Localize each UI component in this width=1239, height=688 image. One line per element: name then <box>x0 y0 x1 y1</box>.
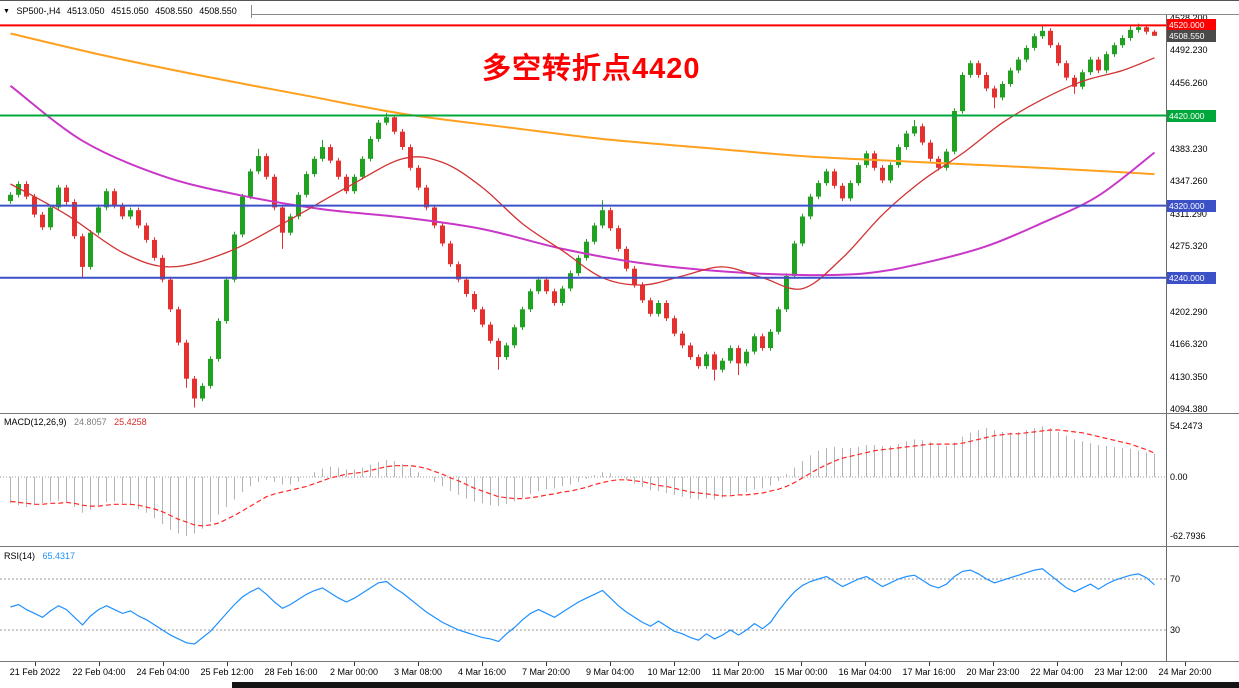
time-axis-tick <box>163 662 164 666</box>
price-axis-label: 4492.230 <box>1170 45 1208 56</box>
time-axis-label: 17 Mar 16:00 <box>902 667 956 677</box>
time-axis-tick <box>35 662 36 666</box>
time-axis-tick <box>1121 662 1122 666</box>
price-badge: 4508.550 <box>1167 30 1216 42</box>
time-axis-label: 24 Mar 20:00 <box>1158 667 1212 677</box>
rsi-panel-label: RSI(14) 65.4317 <box>4 551 80 561</box>
ohlc-low: 4508.550 <box>155 6 193 16</box>
time-axis-tick <box>227 662 228 666</box>
price-badge: 4520.000 <box>1167 19 1216 31</box>
chart-header: ▼ SP500-,H4 4513.050 4515.050 4508.550 4… <box>0 1 1239 18</box>
price-badge: 4320.000 <box>1167 200 1216 212</box>
time-axis-tick <box>482 662 483 666</box>
chart-symbol-period: SP500-,H4 <box>16 6 61 16</box>
price-axis-label: 4456.260 <box>1170 77 1208 88</box>
time-axis-label: 22 Mar 04:00 <box>1030 667 1084 677</box>
time-axis-tick <box>865 662 866 666</box>
time-axis-tick <box>1185 662 1186 666</box>
price-axis-label: 4094.380 <box>1170 404 1208 414</box>
time-axis-tick <box>99 662 100 666</box>
bottom-bar <box>232 682 1239 688</box>
time-axis-label: 7 Mar 20:00 <box>521 667 571 677</box>
time-axis-label: 20 Mar 23:00 <box>966 667 1020 677</box>
time-axis-tick <box>929 662 930 666</box>
time-axis-label: 22 Feb 04:00 <box>72 667 126 677</box>
macd-histogram <box>10 426 1155 536</box>
ohlc-open: 4513.050 <box>67 6 105 16</box>
time-axis-tick <box>801 662 802 666</box>
rsi-line <box>10 568 1155 645</box>
time-axis-label: 2 Mar 00:00 <box>329 667 379 677</box>
time-axis-tick <box>993 662 994 666</box>
time-axis[interactable]: 21 Feb 2022 22 Feb 04:00 24 Feb 04:00 25 Fe… <box>0 662 1239 682</box>
rsi-value: 65.4317 <box>42 551 76 561</box>
rsi-axis-label: 70 <box>1170 574 1181 584</box>
macd-label: MACD(12,26,9) <box>4 417 67 427</box>
price-axis-label: 4311.290 <box>1170 208 1207 219</box>
time-axis-tick <box>354 662 355 666</box>
price-axis[interactable]: 4528.200 4492.230 4456.260 4383.230 4347.260… <box>1166 1 1239 682</box>
time-axis-tick <box>546 662 547 666</box>
price-axis-label: 4347.260 <box>1170 176 1208 187</box>
price-badge: 4420.000 <box>1167 110 1216 122</box>
macd-signal-line <box>10 429 1155 527</box>
rsi-label: RSI(14) <box>4 551 36 561</box>
symbol-dropdown-icon[interactable]: ▼ <box>3 8 10 15</box>
annotation-text[interactable]: 多空转折点4420 <box>482 53 701 85</box>
time-axis-label: 16 Mar 04:00 <box>838 667 892 677</box>
time-axis-label: 9 Mar 04:00 <box>585 667 635 677</box>
price-axis-label: 4383.230 <box>1170 143 1208 154</box>
time-axis-label: 3 Mar 08:00 <box>393 667 443 677</box>
time-axis-label: 25 Feb 12:00 <box>200 667 254 677</box>
time-axis-tick <box>610 662 611 666</box>
ohlc-high: 4515.050 <box>111 6 149 16</box>
price-axis-label: 4202.290 <box>1170 306 1208 317</box>
macd-axis-label: 54.2473 <box>1170 421 1203 431</box>
time-axis-label: 23 Mar 12:00 <box>1094 667 1148 677</box>
time-axis-label: 10 Mar 12:00 <box>647 667 701 677</box>
time-axis-tick <box>1057 662 1058 666</box>
time-axis-label: 21 Feb 2022 <box>9 667 61 677</box>
macd-panel-label: MACD(12,26,9) 24.8057 25.4258 <box>4 417 152 427</box>
ma-fast <box>10 57 1155 290</box>
time-axis-label: 11 Mar 20:00 <box>711 667 765 677</box>
macd-value-signal: 25.4258 <box>114 417 147 427</box>
rsi-axis-label: 30 <box>1170 625 1181 635</box>
time-axis-label: 15 Mar 00:00 <box>774 667 828 677</box>
price-axis-label: 4275.320 <box>1170 240 1208 251</box>
time-axis-label: 24 Feb 04:00 <box>136 667 190 677</box>
time-axis-tick <box>418 662 419 666</box>
time-axis-label: 28 Feb 16:00 <box>264 667 318 677</box>
price-axis-label: 4166.320 <box>1170 339 1208 350</box>
time-axis-tick <box>291 662 292 666</box>
separator-main-macd[interactable] <box>0 413 1239 414</box>
time-axis-tick <box>674 662 675 666</box>
ohlc-close: 4508.550 <box>199 6 237 16</box>
macd-axis-label: -62.7936 <box>1170 531 1206 542</box>
ma-medium <box>9 85 1156 277</box>
chart-canvas[interactable] <box>0 1 1166 682</box>
macd-axis-label: 0.00 <box>1170 472 1188 482</box>
separator-macd-rsi[interactable] <box>0 546 1239 547</box>
price-badge: 4240.000 <box>1167 272 1216 284</box>
time-axis-tick <box>738 662 739 666</box>
time-axis-label: 4 Mar 16:00 <box>457 667 507 677</box>
ma-slow <box>10 32 1155 176</box>
price-axis-label: 4528.200 <box>1170 13 1208 23</box>
chart-info-box: ▼ SP500-,H4 4513.050 4515.050 4508.550 4… <box>0 5 252 18</box>
macd-value-main: 24.8057 <box>74 417 107 427</box>
price-axis-label: 4130.350 <box>1170 371 1208 382</box>
separator-rsi-time <box>0 661 1239 662</box>
